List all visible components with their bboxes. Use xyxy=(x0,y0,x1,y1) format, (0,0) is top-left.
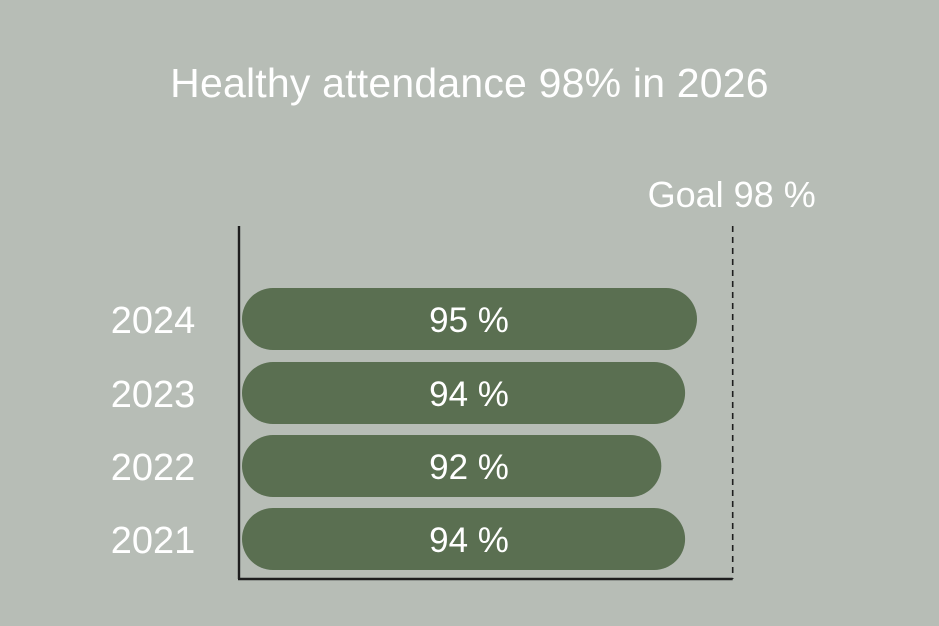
value-label-2022: 92 % xyxy=(429,448,509,487)
value-label-2023: 94 % xyxy=(429,375,509,414)
value-label-2024: 95 % xyxy=(429,301,509,340)
bar-2021 xyxy=(242,508,686,570)
category-label-2022: 2022 xyxy=(111,447,196,489)
value-label-2021: 94 % xyxy=(429,521,509,560)
bar-2022 xyxy=(242,435,662,497)
category-label-2021: 2021 xyxy=(111,520,196,562)
chart-title: Healthy attendance 98% in 2026 xyxy=(170,60,769,106)
category-label-2023: 2023 xyxy=(111,374,196,416)
category-label-2024: 2024 xyxy=(111,300,196,342)
goal-label: Goal 98 % xyxy=(647,174,816,215)
bar-2024 xyxy=(242,288,697,350)
bar-2023 xyxy=(242,362,686,424)
